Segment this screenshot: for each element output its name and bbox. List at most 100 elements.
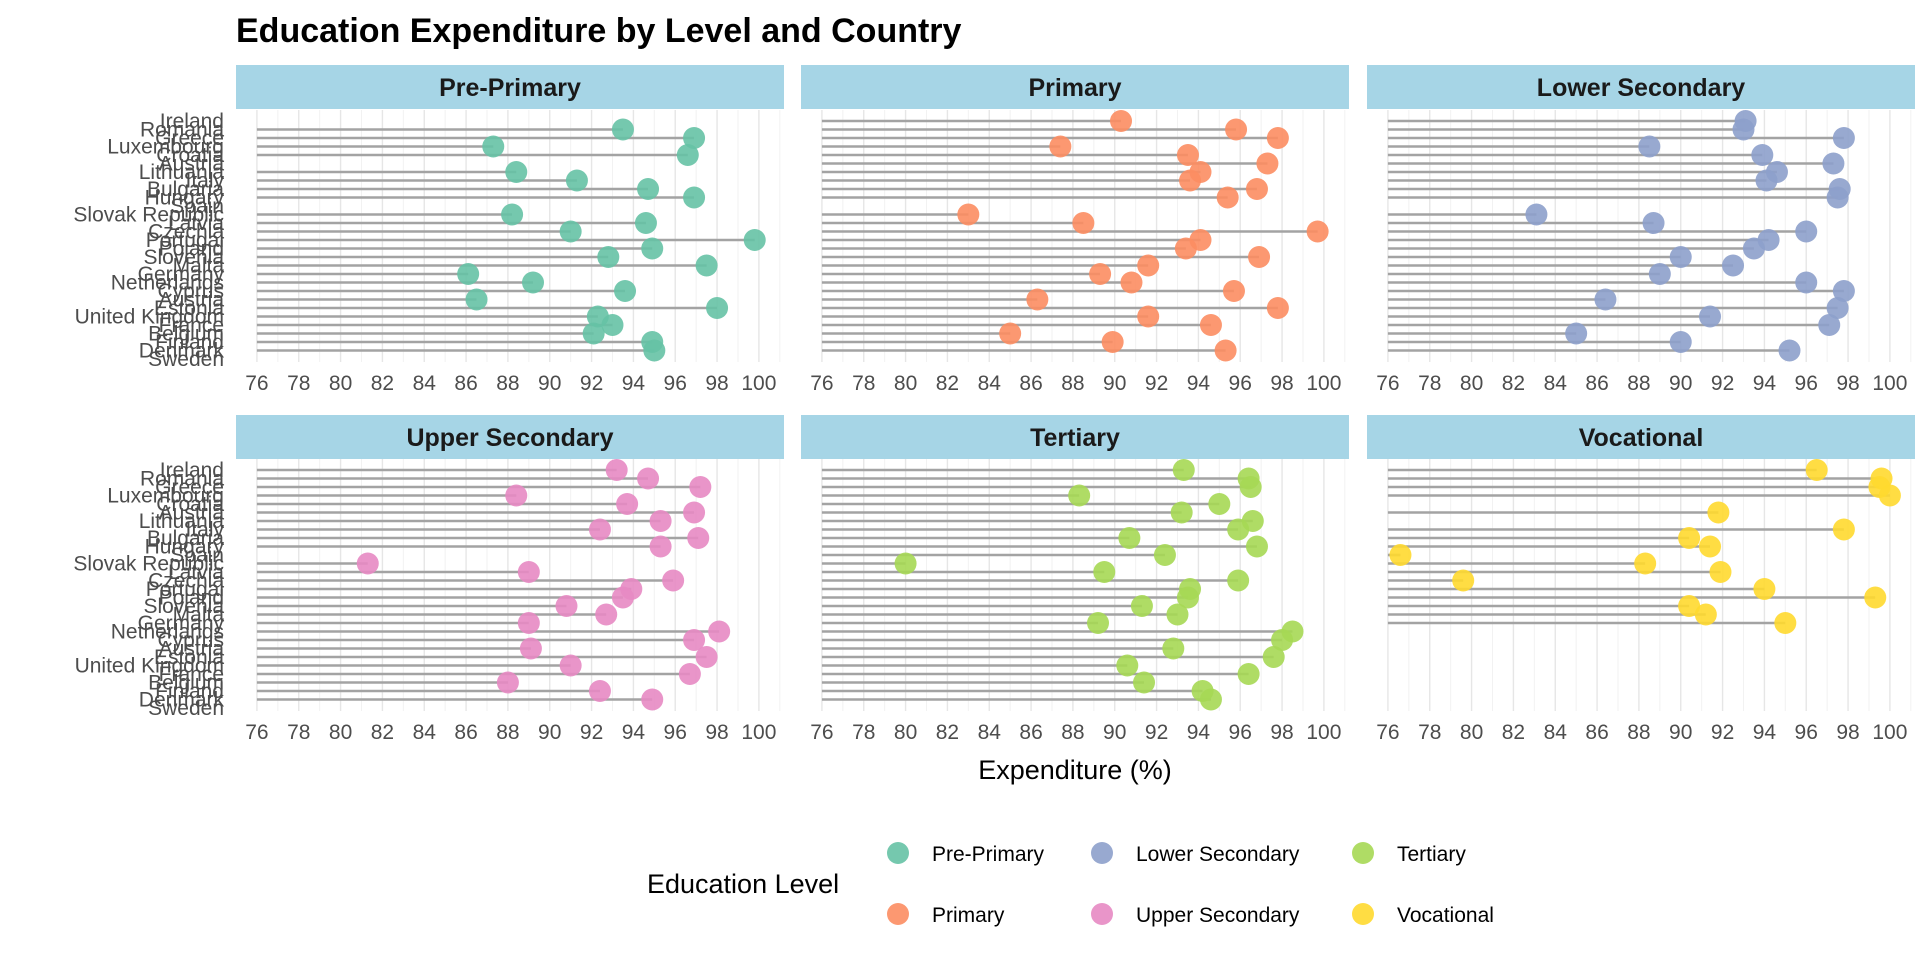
facet-strip-label: Primary xyxy=(1028,74,1121,102)
data-point-romania xyxy=(1225,118,1248,141)
y-tick-label-portugal: Portugal xyxy=(146,229,224,252)
x-tick-label: 100 xyxy=(1872,372,1907,395)
y-tick-label-slovenia: Slovenia xyxy=(143,246,224,269)
y-tick-label-ireland: Ireland xyxy=(160,110,224,133)
data-point-luxembourg xyxy=(505,484,528,507)
x-tick-label: 100 xyxy=(1306,372,1341,395)
y-tick-label-spain: Spain xyxy=(170,544,224,567)
y-tick-label-france: France xyxy=(159,314,224,337)
data-point-croatia xyxy=(1208,493,1231,515)
x-tick-label: 100 xyxy=(741,721,776,744)
x-tick-label: 92 xyxy=(580,372,603,395)
facet-panel-vocational: Vocational 76 78 80 82 84 86 88 90 92 94 96 98 100 xyxy=(1367,415,1915,744)
y-tick-label-croatia: Croatia xyxy=(156,144,224,167)
legend-swatch xyxy=(887,842,909,864)
data-point-ireland xyxy=(1805,459,1828,481)
data-point-slovak-republic xyxy=(957,203,980,226)
data-point-austria xyxy=(1162,637,1185,660)
data-point-austria xyxy=(1170,501,1193,524)
x-tick-label: 76 xyxy=(1376,372,1399,395)
data-point-croatia xyxy=(676,144,699,166)
x-tick-label: 80 xyxy=(329,721,352,744)
y-tick-label-austria: Austria xyxy=(159,289,225,312)
x-tick-label: 76 xyxy=(1376,721,1399,744)
data-point-italy xyxy=(588,518,611,541)
data-point-luxembourg xyxy=(1068,484,1091,507)
data-point-slovak-republic xyxy=(501,203,524,226)
x-tick-label: 90 xyxy=(538,372,561,395)
x-tick-label: 90 xyxy=(1103,721,1126,744)
data-point-hungary xyxy=(1699,535,1722,558)
y-tick-label-luxembourg: Luxembourg xyxy=(107,136,224,159)
data-point-netherlands xyxy=(522,271,545,294)
data-point-poland xyxy=(1742,237,1765,260)
y-tick-label-austria: Austria xyxy=(159,502,225,525)
y-tick-label-austria: Austria xyxy=(159,638,225,661)
data-point-latvia xyxy=(1642,212,1665,234)
x-tick-label: 76 xyxy=(245,372,268,395)
data-point-belgium xyxy=(1133,671,1156,694)
x-tick-label: 86 xyxy=(1585,721,1608,744)
data-point-latvia xyxy=(634,212,657,234)
data-point-france xyxy=(678,663,701,685)
data-point-netherlands xyxy=(1120,271,1143,294)
data-point-hungary xyxy=(649,535,672,558)
x-tick-label: 80 xyxy=(894,721,917,744)
y-tick-label-belgium: Belgium xyxy=(148,672,224,695)
y-tick-label-finland: Finland xyxy=(155,680,224,703)
x-tick-label: 98 xyxy=(705,721,728,744)
y-tick-label-finland: Finland xyxy=(155,331,224,354)
x-tick-label: 82 xyxy=(936,372,959,395)
legend-label: Pre-Primary xyxy=(932,843,1045,866)
data-point-slovenia xyxy=(1678,595,1701,617)
x-tick-label: 98 xyxy=(1836,372,1859,395)
y-tick-label-italy: Italy xyxy=(185,519,224,542)
y-tick-label-slovak-republic: Slovak Republic xyxy=(73,553,224,576)
data-point-italy xyxy=(1179,169,1202,192)
data-point-poland xyxy=(1176,586,1199,609)
data-point-croatia xyxy=(616,493,639,515)
x-tick-label: 78 xyxy=(852,721,875,744)
data-point-greece xyxy=(689,476,712,498)
data-point-poland xyxy=(641,237,664,260)
y-tick-label-malta: Malta xyxy=(173,255,225,278)
x-tick-label: 86 xyxy=(454,372,477,395)
x-tick-label: 92 xyxy=(1711,721,1734,744)
legend-item-tertiary: Tertiary xyxy=(1352,842,1466,866)
data-point-italy xyxy=(1755,169,1778,192)
data-point-france xyxy=(1818,314,1841,336)
legend: Education Level Pre-Primary Primary Lower … xyxy=(647,842,1494,927)
data-point-portugal xyxy=(743,229,766,251)
data-point-austria xyxy=(465,288,488,311)
data-point-malta xyxy=(1694,603,1717,626)
facet-strip xyxy=(801,415,1349,459)
data-point-denmark xyxy=(1199,688,1222,711)
y-tick-label-france: France xyxy=(159,663,224,686)
data-point-greece xyxy=(683,127,706,149)
data-point-luxembourg xyxy=(1878,484,1901,507)
data-point-denmark xyxy=(641,688,664,711)
data-point-austria xyxy=(1707,501,1730,524)
data-point-netherlands xyxy=(1795,271,1818,294)
data-point-germany xyxy=(457,263,480,285)
legend-label: Vocational xyxy=(1397,904,1494,927)
data-point-slovenia xyxy=(1669,246,1692,268)
x-tick-label: 94 xyxy=(1187,372,1211,395)
y-tick-label-slovak-republic: Slovak Republic xyxy=(73,204,224,227)
chart-title: Education Expenditure by Level and Count… xyxy=(236,12,962,50)
data-point-denmark xyxy=(643,339,666,362)
data-point-luxembourg xyxy=(482,135,505,158)
x-tick-label: 98 xyxy=(705,372,728,395)
data-point-greece xyxy=(1239,476,1262,498)
data-point-czechia xyxy=(662,569,685,592)
data-point-estonia xyxy=(1826,297,1849,319)
x-tick-label: 94 xyxy=(1753,372,1777,395)
x-tick-label: 78 xyxy=(852,372,875,395)
y-tick-label-cyprus: Cyprus xyxy=(157,280,224,303)
y-tick-label-austria: Austria xyxy=(159,153,225,176)
x-tick-label: 90 xyxy=(538,721,561,744)
legend-title: Education Level xyxy=(647,869,839,899)
y-tick-label-belgium: Belgium xyxy=(148,323,224,346)
x-tick-label: 76 xyxy=(810,372,833,395)
